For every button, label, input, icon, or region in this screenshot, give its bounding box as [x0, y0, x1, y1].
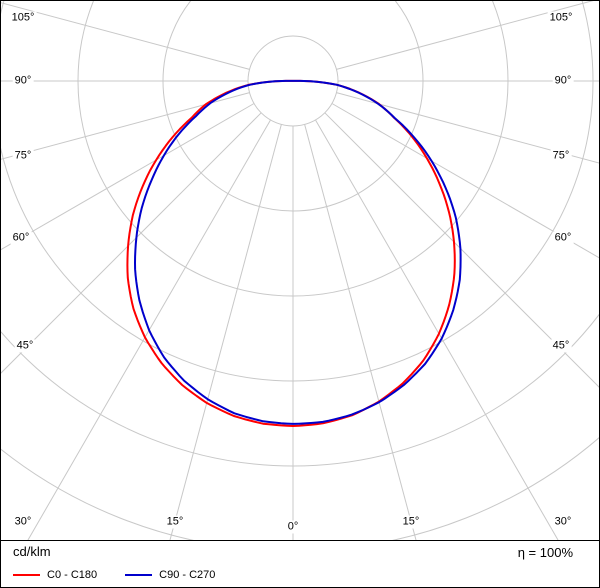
grid-radial-line — [1, 112, 262, 374]
grid-ring — [1, 313, 599, 467]
units-label: cd/klm — [13, 544, 51, 559]
grid-ring — [1, 1, 594, 382]
grid-radial-line — [1, 2, 250, 70]
legend-swatch-c0-c180 — [13, 574, 40, 576]
curve-c0-c180 — [126, 79, 456, 427]
legend-label-c90-c270: C90 - C270 — [159, 569, 216, 581]
legend: C0 - C180 C90 - C270 — [13, 569, 215, 581]
curve-c90-c270 — [134, 79, 462, 425]
grid-radial-line — [324, 112, 599, 388]
grid-radial-line — [1, 92, 250, 160]
grid-radial-line — [169, 124, 282, 540]
grid-radial-line — [1, 103, 255, 251]
chart-area: 105° 90° 75° 60° 45° 30° 15° 0° 15° 30° 45° 60° 75° 9… — [1, 1, 599, 540]
legend-label-c0-c180: C0 - C180 — [47, 569, 98, 581]
efficiency-label: η = 100% — [517, 545, 573, 560]
legend-item-c0-c180: C0 - C180 — [13, 569, 97, 581]
legend-item-c90-c270: C90 - C270 — [125, 569, 215, 581]
footer: cd/klm η = 100% C0 - C180 C90 - C270 — [1, 540, 599, 587]
grid-radial-line — [336, 92, 599, 164]
grid-radial-line — [315, 119, 559, 540]
grid-radial-line — [336, 1, 594, 70]
legend-swatch-c90-c270 — [125, 574, 153, 576]
grid-radial-line — [304, 124, 417, 540]
grid-radial-line — [27, 119, 271, 540]
grid-radial-line — [331, 103, 599, 259]
polar-chart-svg — [1, 1, 599, 540]
